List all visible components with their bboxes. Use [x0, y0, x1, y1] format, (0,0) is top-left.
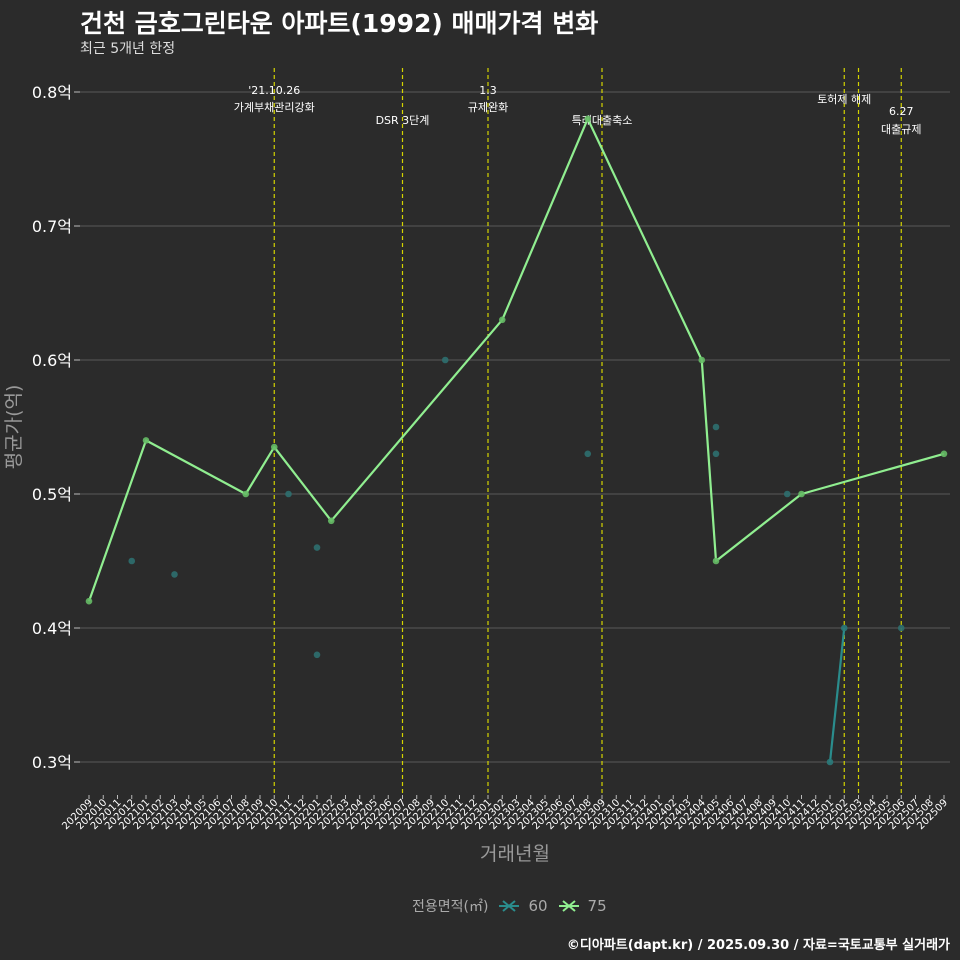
y-axis-title: 평균가(억): [3, 385, 25, 470]
policy-date-label: '21.10.26: [248, 84, 300, 97]
legend-key-75-icon: [558, 900, 579, 912]
y-tick-label: 0.8억: [32, 83, 72, 102]
x-axis-title: 거래년월: [480, 843, 550, 865]
chart-subtitle: 최근 5개년 한정: [80, 41, 176, 57]
series-75-point: [327, 517, 335, 525]
y-tick-label: 0.4억: [32, 619, 72, 638]
policy-name-label: 특례대출축소: [572, 114, 633, 127]
legend-item-60: 60: [498, 897, 548, 915]
series-75-point: [85, 597, 93, 605]
series-lines: [87, 117, 945, 763]
series-60-scatter-point: [897, 624, 905, 632]
y-axis: 0.3억 0.4억 0.5억 0.6억 0.7억 0.8억: [32, 83, 80, 772]
series-60-scatter-point: [285, 490, 292, 498]
series-75-point: [142, 437, 150, 444]
series-60-scatter-point: [441, 356, 449, 364]
policy-name-label: 가계부채관리강화: [234, 101, 315, 114]
series-60-scatter-point: [128, 557, 136, 565]
policy-date-label: 1.3: [479, 84, 497, 97]
y-tick-label: 0.5억: [32, 485, 72, 504]
series-60-point: [840, 624, 848, 632]
chart-title: 건천 금호그린타운 아파트(1992) 매매가격 변화: [80, 9, 599, 38]
series-75-point: [798, 490, 805, 498]
policy-date-label: 6.27: [889, 105, 914, 118]
x-axis: 2020092020102020112020122021012021022021…: [60, 795, 950, 832]
series-60-scatter-point: [712, 423, 720, 431]
series-75-point: [940, 450, 948, 458]
policy-name-label: DSR 3단계: [376, 114, 430, 127]
policy-name-label: 규제완화: [468, 101, 508, 114]
series-75-point: [498, 316, 506, 324]
series-points: [85, 115, 948, 766]
legend: 전용면적(㎡) 60 75: [412, 896, 607, 916]
series-75-point: [584, 115, 592, 123]
legend-label-60: 60: [528, 897, 548, 915]
y-tick-label: 0.7억: [32, 217, 72, 236]
grid-lines: [80, 91, 950, 763]
footer-credit: ©디아파트(dapt.kr) / 2025.09.30 / 자료=국토교통부 실…: [566, 938, 950, 953]
legend-title: 전용면적(㎡): [412, 899, 489, 915]
policy-name-label: 대출규제: [881, 123, 921, 136]
legend-label-75: 75: [587, 897, 607, 915]
series-60-scatter-point: [712, 450, 720, 458]
y-tick-label: 0.3억: [32, 753, 72, 772]
series-60-scatter-point: [584, 450, 592, 458]
series-60-point: [826, 758, 834, 766]
series-75-point: [712, 557, 720, 565]
series-60-line: [828, 627, 846, 763]
series-60-scatter-point: [313, 544, 321, 551]
series-75-point: [242, 490, 250, 498]
legend-key-60-icon: [499, 900, 520, 912]
series-75-point: [698, 356, 706, 364]
series-60-scatter-point: [313, 651, 321, 659]
y-tick-label: 0.6억: [32, 351, 72, 370]
legend-item-75: 75: [558, 897, 607, 915]
series-60-scatter-point: [171, 571, 178, 578]
series-75-point: [270, 443, 278, 451]
series-60-scatter-point: [783, 490, 791, 498]
policy-name-label: 토허제 해제: [817, 92, 871, 106]
